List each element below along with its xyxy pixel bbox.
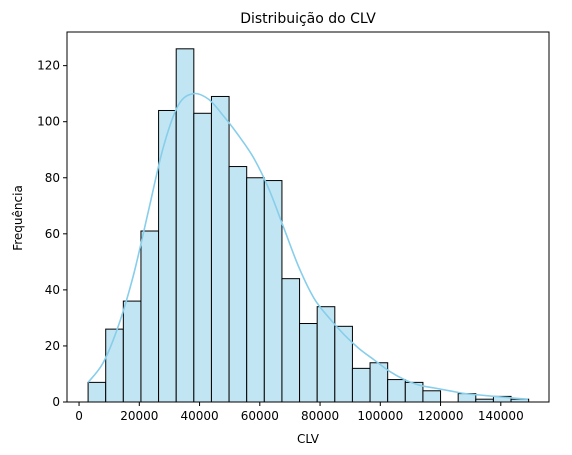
- x-tick-label: 100000: [357, 409, 403, 423]
- histogram-bar-3: [140, 230, 160, 403]
- x-tick-label: 120000: [418, 409, 464, 423]
- y-tick-label: 120: [37, 59, 60, 73]
- y-tick-label: 100: [37, 115, 60, 129]
- histogram-bar-19: [422, 390, 442, 403]
- x-tick-label: 20000: [120, 409, 158, 423]
- kde-curve: [87, 92, 528, 400]
- histogram-bar-8: [228, 166, 248, 403]
- y-tick-label: 40: [45, 283, 60, 297]
- histogram-bar-9: [246, 177, 265, 403]
- histogram-bar-15: [351, 367, 371, 403]
- x-tick-label: 80000: [301, 409, 339, 423]
- plot-area-frame: [66, 31, 550, 403]
- y-axis-title: Frequência: [11, 185, 25, 251]
- y-tick-label: 0: [52, 395, 60, 409]
- histogram-bar-17: [387, 379, 406, 403]
- x-axis: 0 20000 40000 60000 80000 100000 120000 140000: [75, 402, 524, 423]
- histogram-bar-5: [175, 48, 195, 403]
- histogram-bar-12: [299, 323, 318, 403]
- histogram-bar-1: [105, 328, 124, 403]
- x-tick-label: 140000: [478, 409, 524, 423]
- x-tick-label: 60000: [241, 409, 279, 423]
- y-tick-label: 60: [45, 227, 60, 241]
- histogram-bar-14: [334, 325, 353, 403]
- x-tick-label: 40000: [180, 409, 218, 423]
- histogram-bar-6: [193, 112, 212, 403]
- y-tick-label: 20: [45, 339, 60, 353]
- chart-title: Distribuição do CLV: [240, 11, 376, 27]
- y-axis: 0 20 40 60 80 100 120: [37, 59, 67, 409]
- histogram-bars: [87, 48, 530, 403]
- histogram-bar-7: [210, 95, 230, 403]
- x-axis-title: CLV: [297, 432, 320, 446]
- y-tick-label: 80: [45, 171, 60, 185]
- histogram-bar-11: [281, 278, 301, 403]
- histogram-bar-2: [122, 300, 142, 403]
- x-tick-label: 0: [75, 409, 83, 423]
- histogram-bar-0: [87, 381, 107, 403]
